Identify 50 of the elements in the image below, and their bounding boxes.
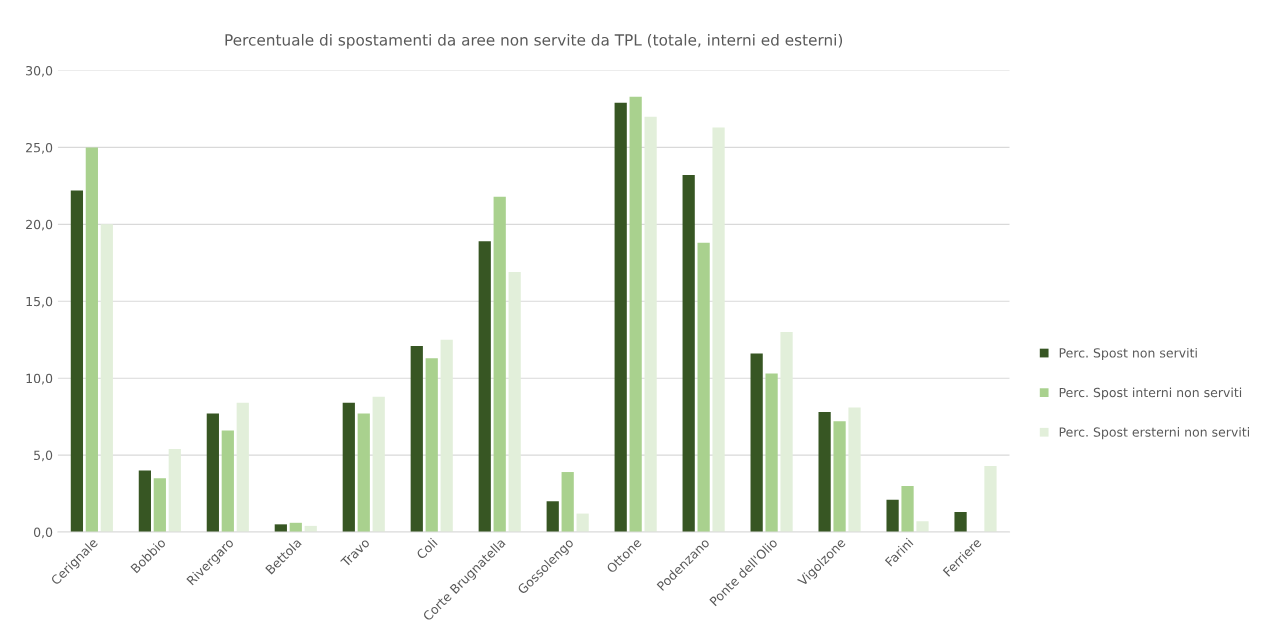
bar [138,470,151,533]
bar [357,413,370,533]
bar [576,513,589,533]
bar [614,102,627,533]
y-tick-label: 0,0 [33,527,53,539]
bar [372,396,385,533]
bar [682,175,695,533]
bar [168,448,181,533]
bar [712,127,725,533]
bar [410,345,423,533]
bar [629,96,642,533]
bar [153,478,166,533]
bar [440,339,453,533]
bar [984,465,997,533]
bar [425,358,438,533]
bar [765,373,778,533]
bar [833,421,846,533]
bar [70,190,84,533]
bar [848,407,861,533]
y-tick-label: 20,0 [26,219,53,231]
bar [697,242,710,533]
bar [916,521,929,533]
bar [221,430,234,533]
bar [478,241,491,533]
bar [750,353,763,533]
y-tick-label: 30,0 [26,65,53,77]
bar [818,412,831,533]
legend-label: Perc. Spost interni non serviti [1059,387,1242,400]
bar [954,512,967,533]
bar [561,472,574,533]
bar [886,499,899,533]
legend-label: Perc. Spost non serviti [1059,347,1197,361]
bar [508,272,521,533]
y-tick-label: 25,0 [26,142,53,154]
bar [85,147,98,533]
bar [493,196,506,533]
x-tick-label: Coli [415,537,438,560]
chart-title: Percentuale di spostamenti da aree non servite da TPL (totale, interni ed esterni) [225,33,843,49]
bar [236,402,249,533]
bar [100,224,113,533]
bar [206,413,219,533]
y-tick-label: 15,0 [26,296,53,308]
bar [901,485,914,533]
bar [342,402,355,533]
bar [546,501,559,533]
y-tick-label: 5,0 [34,450,53,462]
legend-label: Perc. Spost ersterni non serviti [1059,427,1249,440]
y-tick-label: 10,0 [26,373,53,385]
bar [780,332,793,533]
bar [644,116,657,533]
